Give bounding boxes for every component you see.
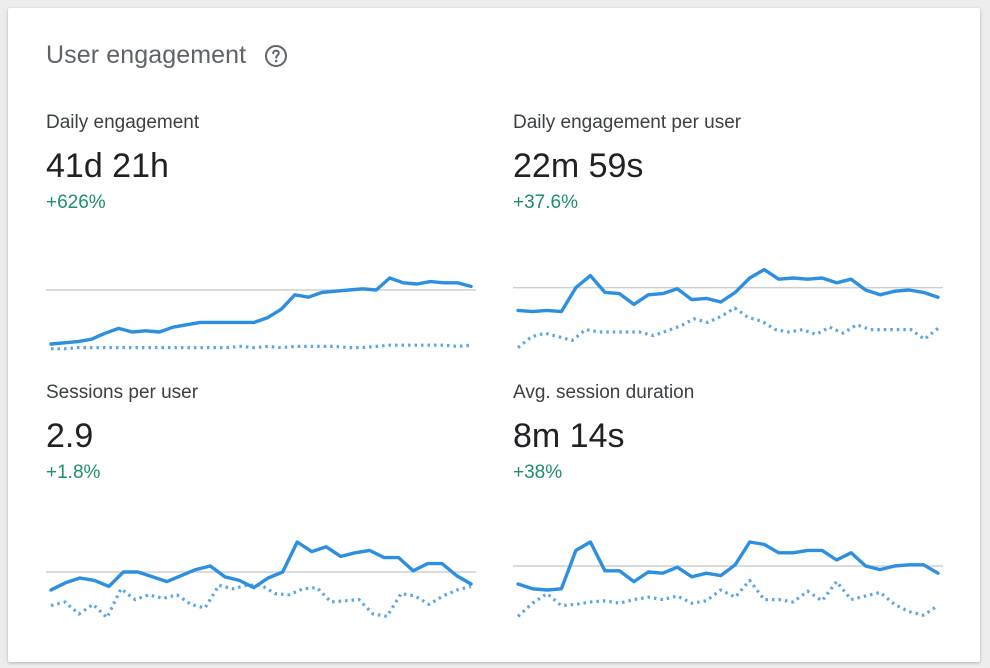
previous-period-series-line	[516, 578, 939, 618]
previous-period-series-line	[50, 583, 472, 620]
card-title: User engagement	[46, 41, 247, 69]
metric-change: +626%	[46, 192, 106, 213]
sparkline-chart	[513, 267, 943, 349]
metric-change: +1.8%	[46, 462, 101, 483]
metric-daily-engagement: Daily engagement 41d 21h +626%	[46, 112, 486, 372]
sparkline-chart	[46, 540, 476, 620]
help-circle-icon[interactable]	[264, 44, 288, 68]
sparkline-chart	[513, 540, 943, 618]
metric-label: Avg. session duration	[513, 382, 695, 403]
metric-change: +38%	[513, 462, 563, 483]
metric-sessions-per-user: Sessions per user 2.9 +1.8%	[46, 382, 486, 642]
card-header: User engagement	[46, 41, 288, 70]
metric-value: 2.9	[46, 417, 94, 455]
metric-label: Daily engagement per user	[513, 112, 742, 133]
metric-change: +37.6%	[513, 192, 578, 213]
metric-label: Daily engagement	[46, 112, 200, 133]
current-period-series-line	[516, 540, 940, 592]
metric-value: 8m 14s	[513, 417, 625, 455]
current-period-series-line	[516, 267, 940, 314]
metric-daily-engagement-per-user: Daily engagement per user 22m 59s +37.6%	[513, 112, 953, 372]
current-period-series-line	[49, 540, 473, 592]
metric-value: 22m 59s	[513, 147, 644, 185]
sparkline-chart	[46, 276, 476, 351]
previous-period-series-line	[517, 306, 939, 349]
metric-label: Sessions per user	[46, 382, 199, 403]
current-period-series-line	[49, 276, 473, 346]
user-engagement-card: User engagement Daily engagement 41d 21h…	[8, 8, 980, 662]
metric-avg-session-duration: Avg. session duration 8m 14s +38%	[513, 382, 953, 642]
metric-value: 41d 21h	[46, 147, 169, 185]
previous-period-series-line	[51, 343, 472, 351]
